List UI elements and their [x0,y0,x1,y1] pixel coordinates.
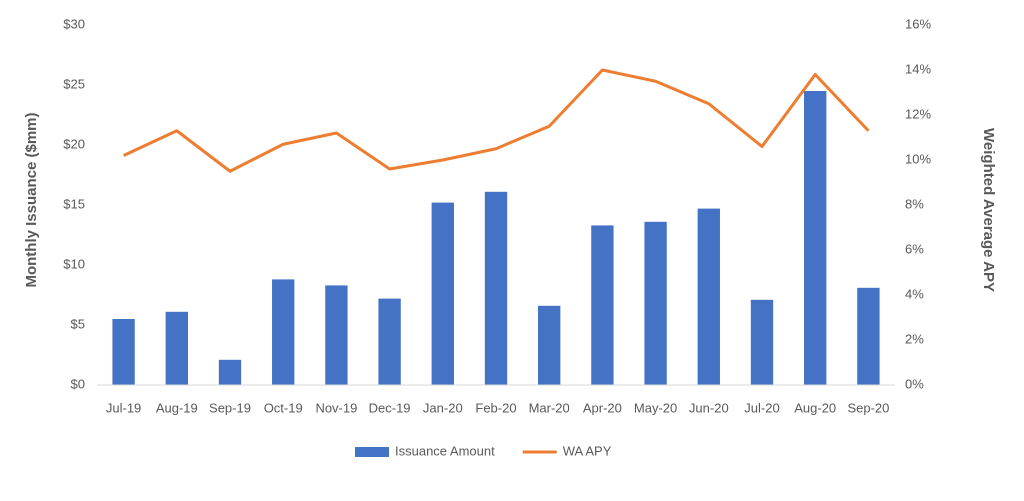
y2-tick-label: 0% [905,376,924,391]
x-tick-label: Jul-20 [744,400,779,415]
bar [484,191,508,385]
bar [591,225,614,385]
bar [644,221,667,385]
x-tick-label: Jul-19 [106,400,141,415]
y-tick-label: $30 [63,16,85,31]
bar [857,287,880,385]
y2-tick-label: 12% [905,106,931,121]
y2-tick-label: 4% [905,286,924,301]
bar [538,305,561,385]
y-tick-label: $5 [71,316,85,331]
y2-axis-title: Weighted Average APY [980,128,997,292]
y-tick-label: $15 [63,196,85,211]
legend-label: Issuance Amount [395,443,495,458]
x-tick-label: Aug-19 [156,400,198,415]
bar [378,298,401,385]
bar [697,208,720,385]
x-tick-label: Dec-19 [369,400,411,415]
x-tick-label: Apr-20 [583,400,622,415]
y2-tick-label: 10% [905,151,931,166]
y2-tick-label: 2% [905,331,924,346]
y2-tick-label: 14% [905,61,931,76]
legend-label: WA APY [563,443,612,458]
x-tick-label: May-20 [634,400,677,415]
x-tick-label: Feb-20 [475,400,516,415]
x-tick-label: Oct-19 [264,400,303,415]
bar [272,279,295,385]
bar [431,202,454,385]
bar [804,91,827,385]
bar [325,285,348,385]
y-tick-label: $25 [63,76,85,91]
legend-swatch [355,447,389,457]
bar [165,311,188,385]
bar [112,319,135,385]
x-tick-label: Nov-19 [315,400,357,415]
y2-tick-label: 8% [905,196,924,211]
x-tick-label: Aug-20 [794,400,836,415]
line [122,68,870,173]
x-tick-label: Jan-20 [423,400,463,415]
y2-tick-label: 6% [905,241,924,256]
x-tick-label: Jun-20 [689,400,729,415]
bar [218,359,242,385]
bar [750,299,774,385]
y-tick-label: $20 [63,136,85,151]
y-axis-title: Monthly Issuance ($mm) [23,112,40,287]
y2-tick-label: 16% [905,16,931,31]
x-tick-label: Sep-20 [847,400,889,415]
y-tick-label: $10 [63,256,85,271]
x-tick-label: Mar-20 [529,400,570,415]
x-tick-label: Sep-19 [209,400,251,415]
y-tick-label: $0 [71,376,85,391]
